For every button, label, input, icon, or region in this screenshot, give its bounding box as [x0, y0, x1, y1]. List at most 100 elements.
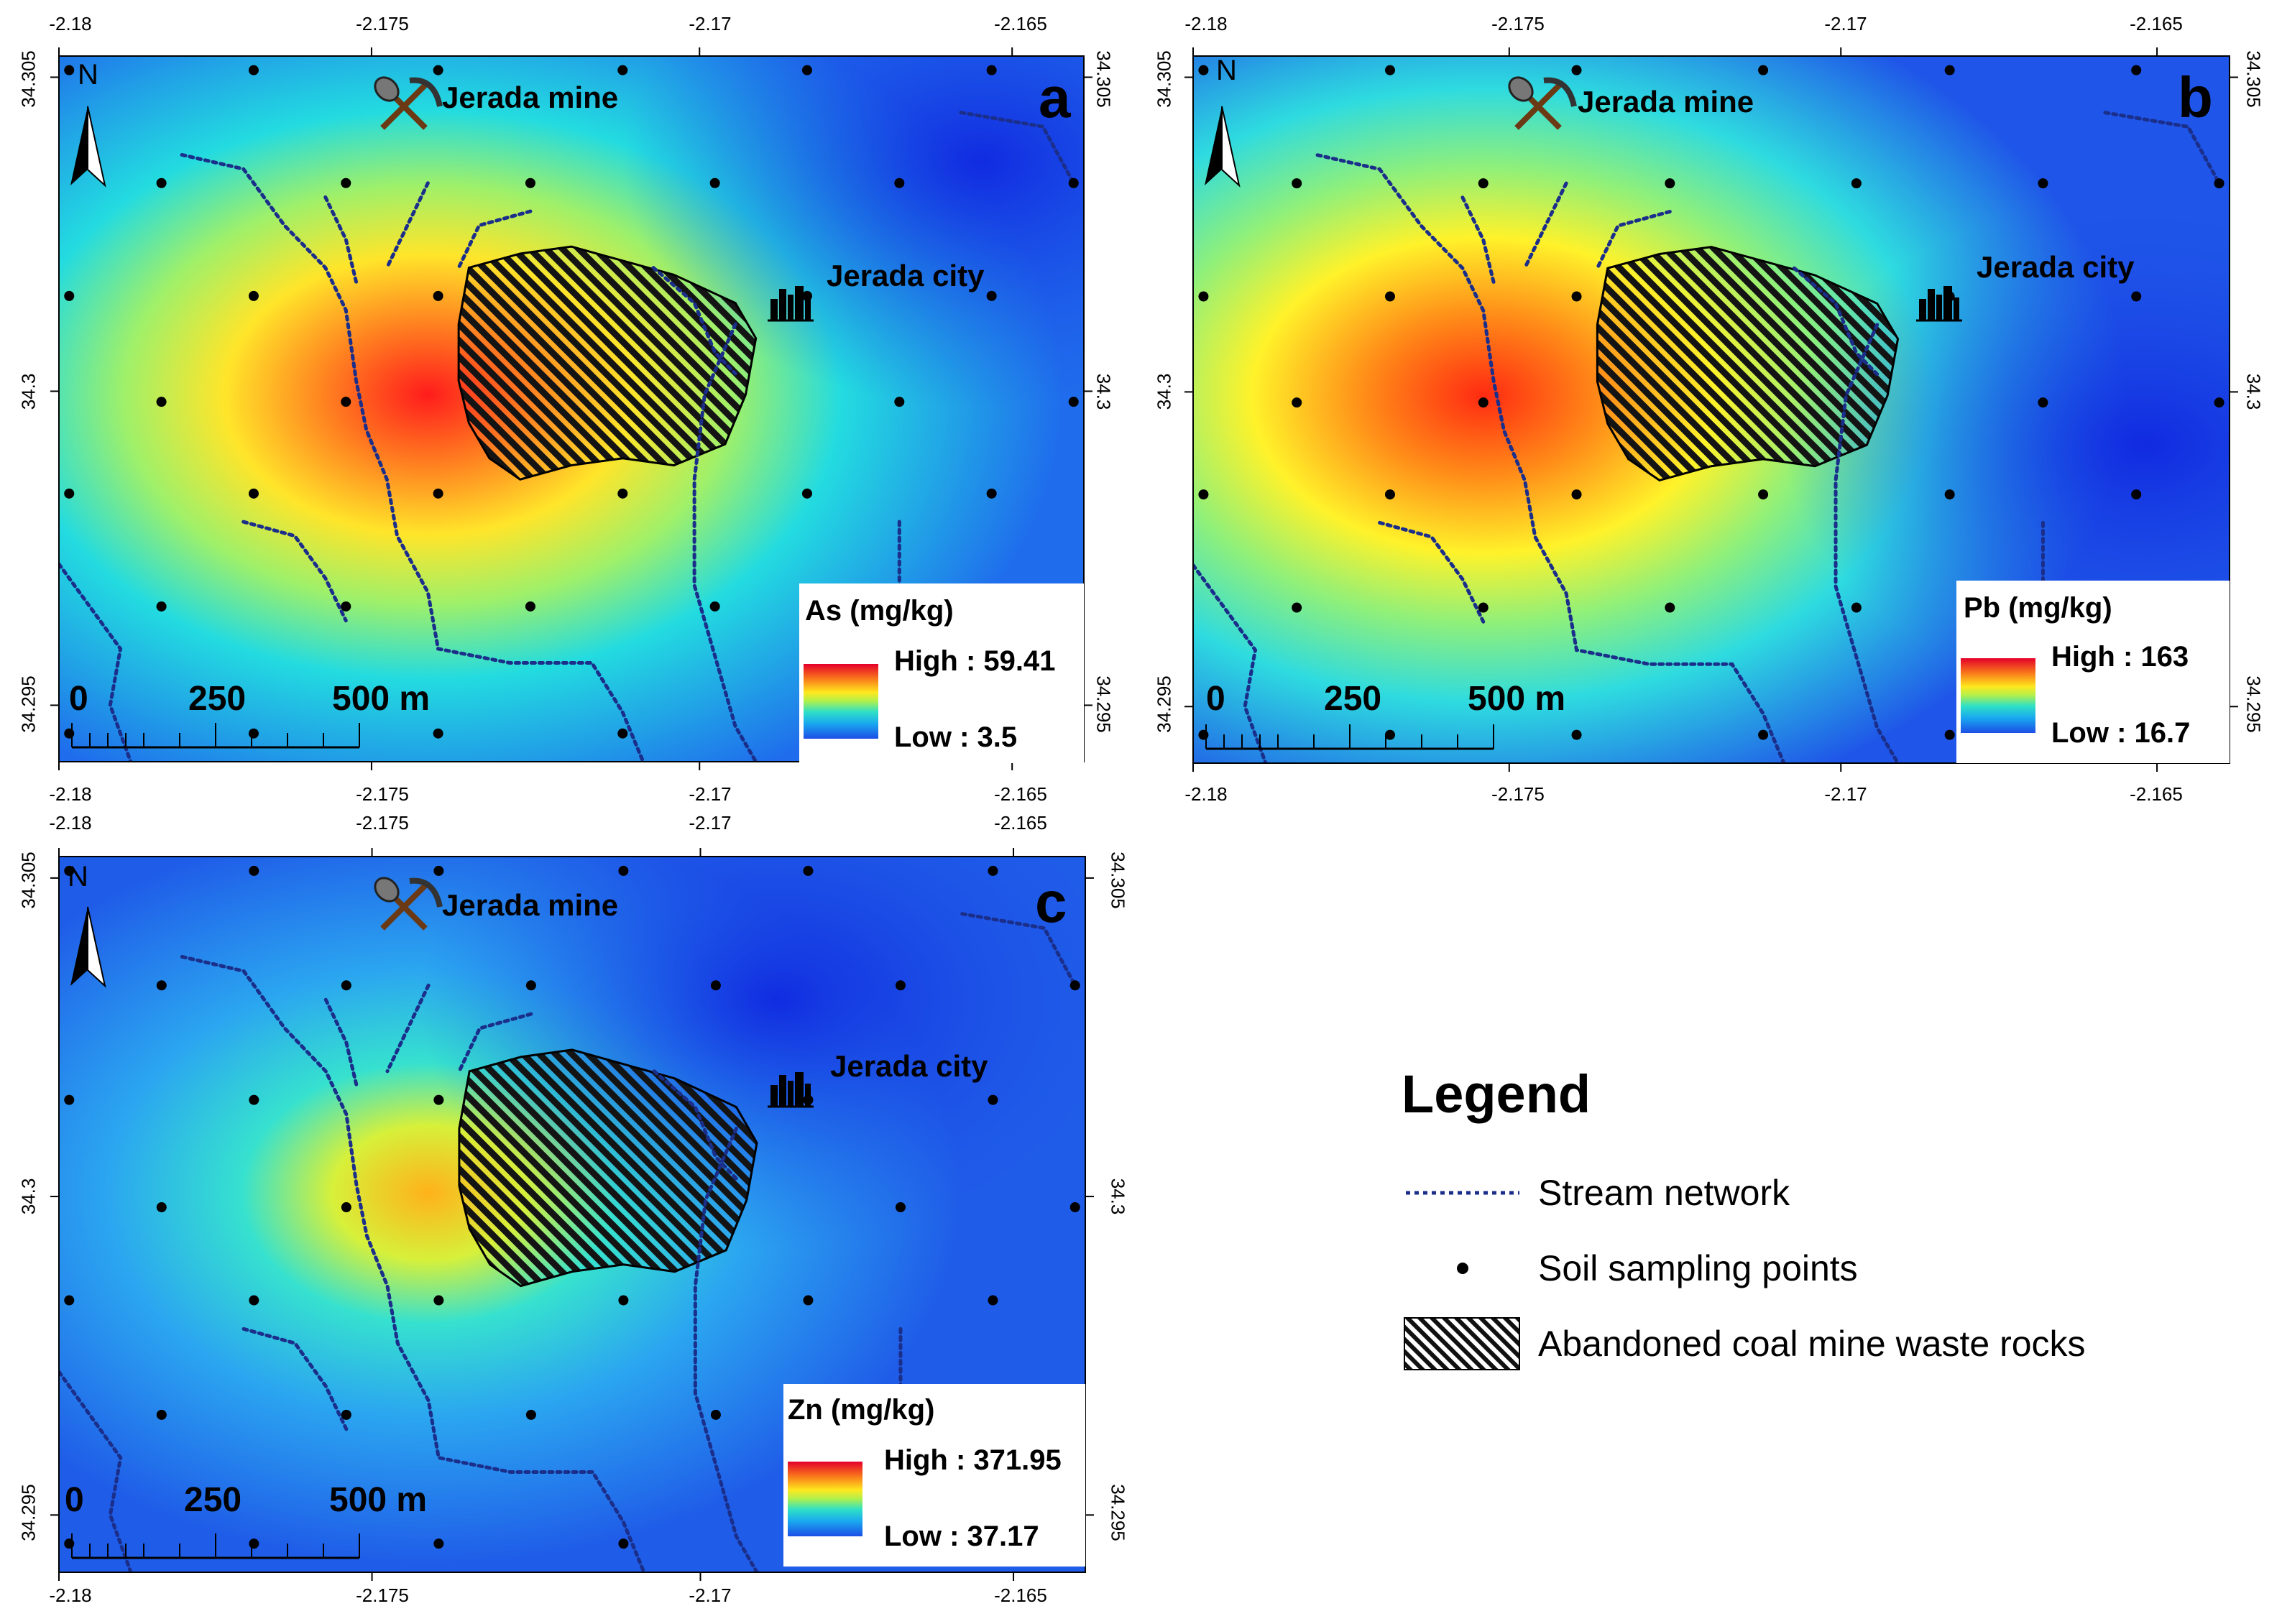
sampling-point: [433, 1094, 444, 1105]
left-tick-label: 34.305: [17, 50, 40, 108]
top-tick-label: -2.165: [994, 13, 1047, 34]
sampling-point: [618, 1538, 629, 1549]
color-ramp: [788, 1462, 862, 1536]
sampling-point: [249, 1295, 259, 1306]
right-tick-label: 34.3: [2242, 373, 2265, 410]
right-tick-label: 34.295: [2242, 675, 2265, 733]
sampling-point: [2214, 397, 2225, 408]
scale-label-0: 0: [65, 1481, 84, 1519]
value-legend: Zn (mg/kg) High : 371.95 Low : 37.17: [783, 1384, 1085, 1567]
sampling-point: [64, 65, 75, 75]
top-tick-label: -2.175: [356, 13, 409, 34]
city-icon: [779, 289, 786, 320]
mine-label: Jerada mine: [1578, 85, 1754, 119]
city-label: Jerada city: [827, 259, 985, 292]
hatched-area-icon: [1404, 1317, 1520, 1370]
left-tick-label: 34.3: [17, 1178, 40, 1215]
right-tick-label: 34.295: [1092, 675, 1115, 733]
high-value-label: High : 371.95: [884, 1444, 1062, 1476]
shovel-icon: [374, 76, 400, 102]
sampling-point: [525, 980, 536, 991]
sampling-point: [433, 65, 443, 75]
sampling-point: [1198, 489, 1209, 500]
sampling-point: [1478, 178, 1489, 189]
stream-line: [1315, 153, 1786, 763]
sampling-point: [341, 397, 351, 407]
bottom-tick-label: -2.18: [1184, 783, 1228, 805]
city-label: Jerada city: [830, 1049, 988, 1083]
city-icon: [1943, 286, 1952, 320]
sampling-point: [986, 65, 997, 75]
map-panel-a: -2.18 -2.175 -2.17 -2.165 -2.18 -2.175 -…: [0, 0, 1136, 805]
city-icon: [805, 1084, 811, 1107]
sampling-point: [433, 290, 443, 301]
top-tick-label: -2.175: [1491, 13, 1545, 34]
stream-line: [959, 111, 1076, 185]
city-icon: [795, 286, 804, 320]
bottom-tick-label: -2.18: [49, 1584, 92, 1606]
sampling-point: [64, 290, 75, 301]
city-icon: [1936, 295, 1942, 320]
sampling-point: [988, 1295, 998, 1306]
city-icon: [805, 297, 811, 320]
bottom-tick-label: -2.17: [689, 1584, 732, 1606]
sampling-point: [1384, 65, 1395, 75]
city-icon: [788, 295, 793, 320]
sampling-point: [156, 980, 167, 991]
north-arrow-icon: [70, 907, 88, 986]
sampling-point: [1198, 291, 1209, 302]
sampling-point: [248, 65, 259, 75]
legend-label: Abandoned coal mine waste rocks: [1538, 1324, 2086, 1364]
map-panel-b: -2.18 -2.175 -2.17 -2.165 -2.18 -2.175 -…: [1136, 0, 2282, 805]
bottom-tick-label: -2.165: [2130, 783, 2183, 805]
scale-label-250: 250: [184, 1481, 242, 1519]
sampling-point: [894, 397, 905, 407]
sampling-point: [710, 980, 721, 991]
stream-line: [692, 322, 758, 762]
stream-line: [59, 562, 133, 762]
city-label: Jerada city: [1977, 250, 2135, 284]
stream-line: [456, 209, 533, 270]
sampling-point: [1758, 489, 1769, 500]
stream-line: [2103, 111, 2222, 185]
right-tick-label: 34.305: [2242, 50, 2265, 108]
sampling-point: [433, 1295, 444, 1306]
sampling-point: [801, 488, 812, 499]
sampling-point: [525, 1409, 536, 1420]
sampling-point: [1384, 729, 1395, 740]
sampling-point: [1069, 980, 1080, 991]
sampling-point: [1571, 729, 1582, 740]
low-value-label: Low : 3.5: [894, 721, 1018, 753]
legend-title: Pb (mg/kg): [1964, 592, 2112, 624]
sampling-point: [64, 1094, 75, 1105]
pickaxe-icon: [1543, 77, 1577, 107]
sampling-point: [1478, 602, 1489, 613]
north-arrow-icon: [70, 106, 88, 185]
sampling-point: [248, 290, 259, 301]
stream-line: [1792, 266, 1880, 377]
stream-line: [1378, 520, 1486, 624]
sampling-point: [617, 488, 628, 499]
map-canvas: [50, 848, 1094, 1581]
left-tick-label: 34.305: [17, 852, 40, 909]
color-ramp: [1961, 658, 2035, 733]
north-arrow-label: N: [78, 59, 98, 91]
sampling-point: [248, 728, 259, 739]
stream-line: [180, 954, 646, 1572]
sampling-point: [64, 1538, 75, 1549]
pickaxe-icon: [409, 77, 443, 107]
sampling-point: [525, 601, 535, 612]
sampling-point: [156, 177, 167, 188]
sampling-point: [988, 865, 998, 876]
scale-label-250: 250: [1324, 680, 1382, 718]
stream-line: [1193, 563, 1268, 763]
sampling-point: [2131, 291, 2142, 302]
sampling-point: [1851, 178, 1862, 189]
sampling-point: [1384, 291, 1395, 302]
sampling-point: [1758, 729, 1769, 740]
top-tick-label: -2.18: [49, 812, 92, 834]
scale-label-0: 0: [1206, 680, 1225, 718]
north-arrow-icon: [87, 906, 106, 988]
top-tick-label: -2.17: [689, 13, 732, 34]
map-frame: [1192, 55, 2230, 764]
